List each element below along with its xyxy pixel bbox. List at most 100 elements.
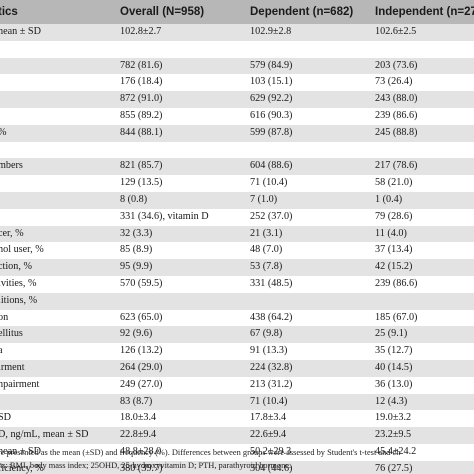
cell-overall: 249 (27.0) bbox=[120, 378, 163, 390]
cell-independent: 23.2±9.5 bbox=[375, 429, 412, 441]
table-row: D, ng/mL, mean ± SD 22.8±9.4 22.6±9.4 23.2±… bbox=[0, 427, 474, 444]
row-label: ction, % bbox=[0, 261, 32, 273]
header-characteristics: tics bbox=[0, 6, 18, 18]
cell-overall: 32 (3.3) bbox=[120, 227, 153, 239]
cell-dependent: 438 (64.2) bbox=[250, 311, 293, 323]
row-label: % bbox=[0, 125, 7, 142]
cell-dependent: 629 (92.2) bbox=[250, 93, 293, 105]
cell-independent: 245 (88.8) bbox=[375, 126, 418, 138]
header-overall: Overall (N=958) bbox=[120, 6, 205, 18]
cell-overall: 92 (9.6) bbox=[120, 328, 153, 340]
table-header: tics Overall (N=958) Dependent (n=682) I… bbox=[0, 0, 474, 24]
cell-overall: 126 (13.2) bbox=[120, 345, 163, 357]
table-row: 855 (89.2) 616 (90.3) 239 (86.6) bbox=[0, 108, 474, 125]
cell-dependent: 252 (37.0) bbox=[250, 210, 293, 222]
table-row: nean ± SD 48.8±28.0 50.2±29.3 45.4±24.2 bbox=[0, 444, 474, 461]
cell-independent: 239 (86.6) bbox=[375, 109, 418, 121]
cell-overall: 8 (0.8) bbox=[120, 193, 148, 205]
row-label: ficiency, % bbox=[0, 462, 44, 474]
table-row: ellitus 92 (9.6) 67 (9.8) 25 (9.1) bbox=[0, 326, 474, 344]
table-row: 8 (0.8) 7 (1.0) 1 (0.4) bbox=[0, 191, 474, 209]
table-row: 129 (13.5) 71 (10.4) 58 (21.0) bbox=[0, 175, 474, 192]
table-row bbox=[0, 142, 474, 159]
cell-dependent: 331 (48.5) bbox=[250, 277, 293, 289]
cell-independent: 40 (14.5) bbox=[375, 361, 413, 373]
cell-dependent: 67 (9.8) bbox=[250, 328, 283, 340]
footnote-line-2: ns: BMI, body mass index; 25OHD, 25-hydr… bbox=[0, 461, 292, 470]
row-label: nean ± SD bbox=[0, 445, 41, 457]
cell-independent: 217 (78.6) bbox=[375, 160, 418, 172]
table-row: irment 264 (29.0) 224 (32.8) 40 (14.5) bbox=[0, 359, 474, 377]
cell-dependent: 102.9±2.8 bbox=[250, 26, 292, 37]
cell-independent: 203 (73.6) bbox=[375, 59, 418, 71]
cell-overall: 380 (39.7) bbox=[120, 462, 163, 474]
row-label: litions, % bbox=[0, 294, 38, 306]
cell-dependent: 21 (3.1) bbox=[250, 227, 283, 239]
cell-overall: 85 (8.9) bbox=[120, 244, 153, 256]
table-row: a 126 (13.2) 91 (13.3) 35 (12.7) bbox=[0, 343, 474, 360]
row-label: nean ± SD bbox=[0, 26, 41, 37]
table-row: 83 (8.7) 71 (10.4) 12 (4.3) bbox=[0, 393, 474, 411]
row-label: SD bbox=[0, 412, 12, 424]
cell-independent: 42 (15.2) bbox=[375, 261, 413, 273]
cell-overall: 855 (89.2) bbox=[120, 109, 163, 121]
cell-independent: 58 (21.0) bbox=[375, 177, 413, 189]
cell-independent: 36 (13.0) bbox=[375, 378, 413, 390]
cell-independent: 73 (26.4) bbox=[375, 76, 413, 88]
table-row: ficiency, % 380 (39.7) 304 (44.6) 76 (27.5) bbox=[0, 460, 474, 474]
cell-dependent: 304 (44.6) bbox=[250, 462, 293, 474]
cell-dependent: 599 (87.8) bbox=[250, 126, 293, 138]
footnote-line-1: re presented as the mean (±SD) and frequ… bbox=[0, 448, 401, 457]
cell-independent: 1 (0.4) bbox=[375, 193, 403, 205]
table-row: SD 18.0±3.4 17.8±3.4 19.0±3.2 bbox=[0, 410, 474, 427]
cell-independent: 12 (4.3) bbox=[375, 395, 408, 407]
table-row: on 623 (65.0) 438 (64.2) 185 (67.0) bbox=[0, 310, 474, 327]
table-row: ivities, % 570 (59.5) 331 (48.5) 239 (86.6) bbox=[0, 276, 474, 293]
table-row: % 844 (88.1) 599 (87.8) 245 (88.8) bbox=[0, 124, 474, 142]
table-row: nean ± SD 102.8±2.7 102.9±2.8 102.6±2.5 bbox=[0, 24, 474, 41]
table-row bbox=[0, 41, 474, 58]
cell-overall: 176 (18.4) bbox=[120, 76, 163, 88]
row-label: npairment bbox=[0, 378, 40, 390]
cell-dependent: 50.2±29.3 bbox=[250, 445, 292, 457]
cell-dependent: 579 (84.9) bbox=[250, 59, 293, 71]
cell-dependent: 71 (10.4) bbox=[250, 395, 288, 407]
table-row: 331 (34.6), vitamin D 252 (37.0) 79 (28.6) bbox=[0, 209, 474, 226]
cell-overall: 95 (9.9) bbox=[120, 261, 153, 273]
cell-overall: 264 (29.0) bbox=[120, 361, 163, 373]
cell-overall: 48.8±28.0 bbox=[120, 445, 162, 457]
cell-independent: 25 (9.1) bbox=[375, 328, 408, 340]
table-footnote: re presented as the mean (±SD) and frequ… bbox=[0, 446, 474, 472]
cell-dependent: 91 (13.3) bbox=[250, 345, 288, 357]
cell-dependent: 48 (7.0) bbox=[250, 244, 283, 256]
table-row: 176 (18.4) 103 (15.1) 73 (26.4) bbox=[0, 74, 474, 91]
row-label: mbers bbox=[0, 160, 23, 172]
row-label: on bbox=[0, 311, 9, 323]
table-row: ction, % 95 (9.9) 53 (7.8) 42 (15.2) bbox=[0, 259, 474, 276]
table-row: mbers 821 (85.7) 604 (88.6) 217 (78.6) bbox=[0, 158, 474, 176]
cell-independent: 79 (28.6) bbox=[375, 210, 413, 222]
cell-overall: 570 (59.5) bbox=[120, 277, 163, 289]
cell-overall: 821 (85.7) bbox=[120, 160, 163, 172]
cell-overall: 844 (88.1) bbox=[120, 126, 163, 138]
cell-overall: 129 (13.5) bbox=[120, 177, 163, 189]
cell-dependent: 616 (90.3) bbox=[250, 109, 293, 121]
cell-overall: 623 (65.0) bbox=[120, 311, 163, 323]
cell-dependent: 22.6±9.4 bbox=[250, 429, 287, 441]
cell-overall: 18.0±3.4 bbox=[120, 412, 157, 424]
header-independent: Independent (n=27 bbox=[375, 6, 474, 18]
cell-dependent: 224 (32.8) bbox=[250, 361, 293, 373]
cell-overall: 782 (81.6) bbox=[120, 59, 163, 71]
cell-independent: 102.6±2.5 bbox=[375, 26, 417, 37]
table-row: litions, % bbox=[0, 292, 474, 310]
cell-independent: 76 (27.5) bbox=[375, 462, 413, 474]
cell-dependent: 604 (88.6) bbox=[250, 160, 293, 172]
table-row: 872 (91.0) 629 (92.2) 243 (88.0) bbox=[0, 91, 474, 108]
cell-independent: 19.0±3.2 bbox=[375, 412, 412, 424]
cell-dependent: 7 (1.0) bbox=[250, 193, 278, 205]
row-label: cer, % bbox=[0, 227, 24, 239]
row-label: ellitus bbox=[0, 328, 23, 340]
cell-independent: 45.4±24.2 bbox=[375, 445, 417, 457]
table-row: hol user, % 85 (8.9) 48 (7.0) 37 (13.4) bbox=[0, 242, 474, 259]
